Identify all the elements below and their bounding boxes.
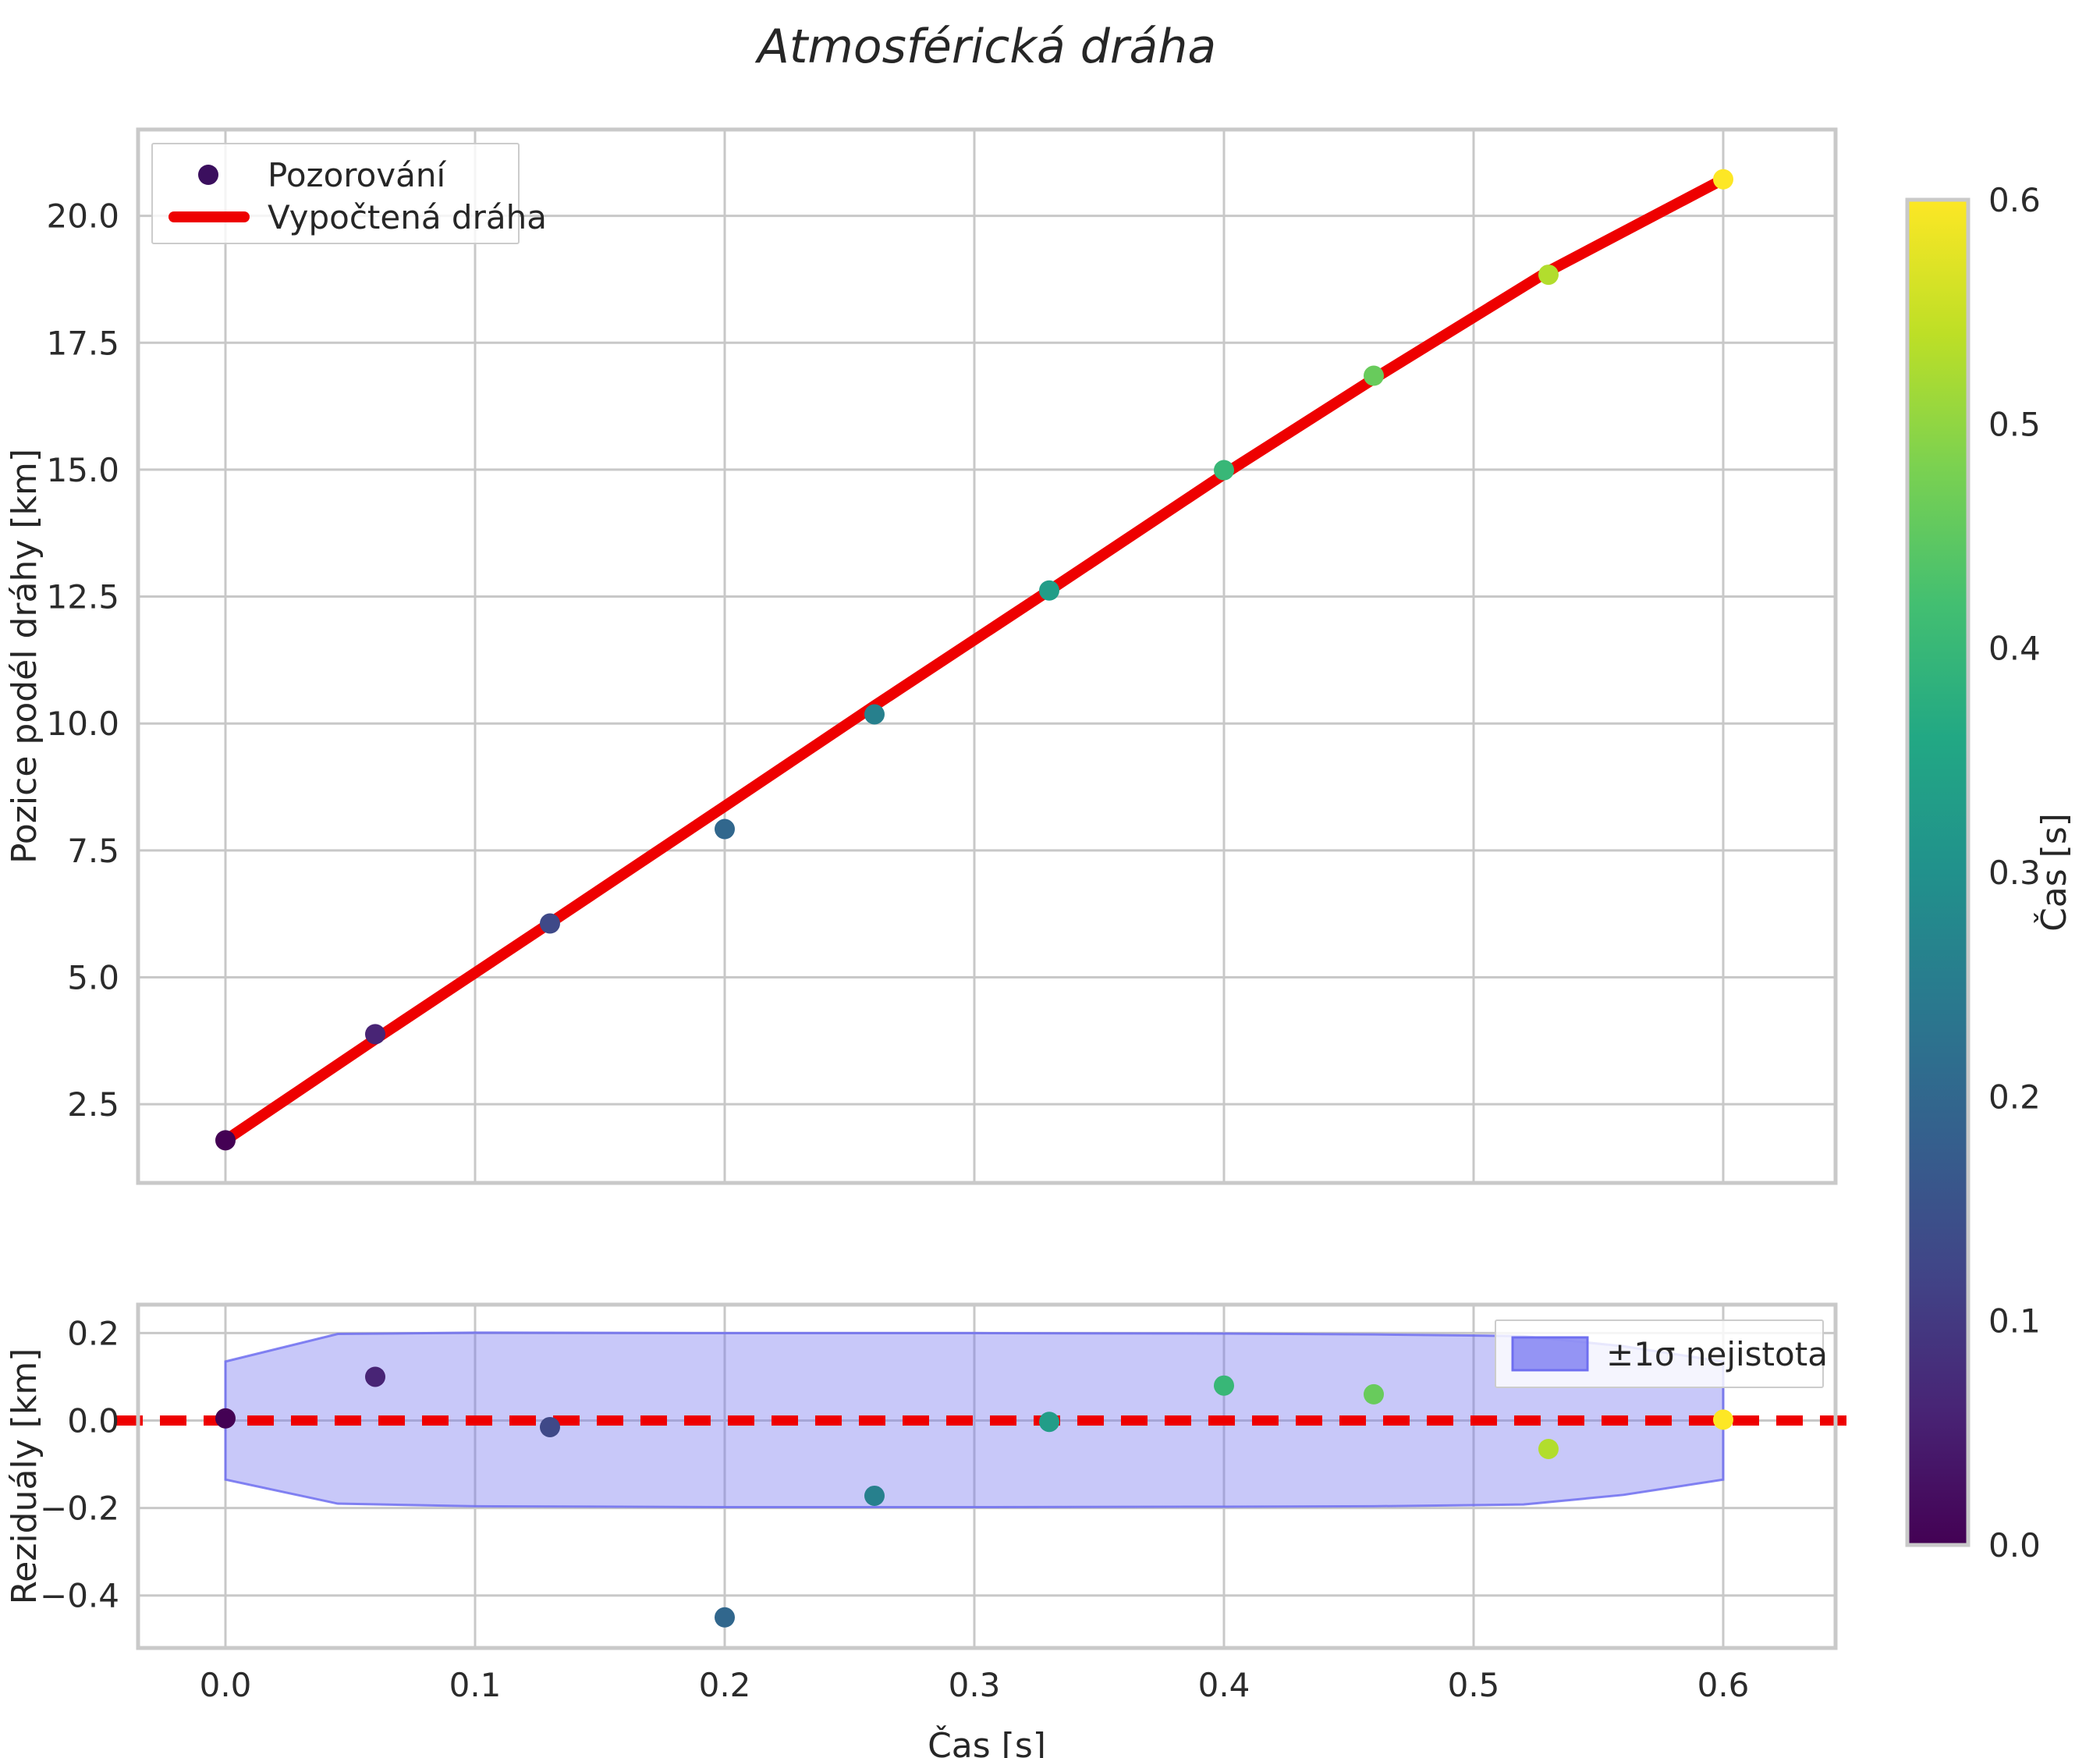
legend-entry-label: Vypočtená dráha (268, 198, 547, 236)
y-tick-label: −0.4 (40, 1577, 119, 1615)
data-point (365, 1024, 385, 1045)
legend-entry-label: ±1σ nejistota (1606, 1335, 1828, 1373)
y-tick-label: 7.5 (67, 832, 119, 870)
colorbar-tick-label: 0.5 (1988, 405, 2041, 443)
colorbar-tick-label: 0.1 (1988, 1302, 2041, 1341)
y-tick-label: −0.2 (40, 1490, 119, 1528)
colorbar-tick-label: 0.4 (1988, 630, 2041, 668)
legend-marker-patch (1511, 1336, 1589, 1372)
residuals-x-axis-label: Čas [s] (928, 1724, 1046, 1758)
y-tick-label: 20.0 (46, 197, 119, 236)
trajectory-data-points (215, 169, 1733, 1151)
y-tick-label: 15.0 (46, 451, 119, 489)
trajectory-y-axis-label: Pozice podél dráhy [km] (5, 449, 44, 864)
colorbar-tick-label: 0.0 (1988, 1526, 2041, 1564)
data-point (540, 1416, 560, 1437)
legend-entry-label: Pozorování (268, 156, 447, 194)
data-point (1364, 365, 1384, 386)
x-tick-label: 0.1 (449, 1666, 502, 1704)
x-tick-label: 0.3 (949, 1666, 1001, 1704)
data-point (1364, 1383, 1384, 1405)
data-point (1538, 265, 1559, 286)
colorbar-tick-label: 0.2 (1988, 1078, 2041, 1116)
data-point (365, 1366, 385, 1387)
x-tick-label: 0.2 (699, 1666, 751, 1704)
data-point (1538, 1438, 1559, 1459)
trajectory-y-tick-labels: 2.5 5.0 7.5 10.0 12.5 15.0 17.5 20.0 (46, 197, 119, 1124)
legend-marker-dot (198, 165, 218, 185)
y-tick-label: 17.5 (46, 324, 119, 362)
data-point (1214, 1375, 1234, 1396)
residuals-y-tick-labels: −0.4 −0.2 0.0 0.2 (40, 1314, 119, 1614)
colorbar-tick-label: 0.6 (1988, 181, 2041, 219)
data-point (864, 704, 885, 725)
residuals-y-axis-label: Reziduály [km] (5, 1348, 44, 1605)
trajectory-axes-frame (136, 127, 1838, 1185)
data-point (1713, 1409, 1733, 1430)
data-point (1713, 169, 1733, 190)
trajectory-panel: 2.5 5.0 7.5 10.0 12.5 15.0 17.5 20.0 Pozice pod… (5, 127, 1838, 1185)
data-point (540, 913, 560, 934)
data-point (1039, 580, 1059, 601)
residuals-panel: −0.4 −0.2 0.0 0.2 0.0 0.1 0.2 0.3 0.4 0.5 0.6 Rez… (5, 1302, 1857, 1758)
y-tick-label: 0.0 (67, 1402, 119, 1440)
residuals-data-points (215, 1366, 1733, 1628)
colorbar-label: Čas [s] (2033, 813, 2074, 932)
uncertainty-band (224, 1331, 1725, 1509)
data-point (1214, 460, 1234, 481)
trajectory-legend[interactable]: Pozorování Vypočtená dráha (151, 143, 547, 244)
data-point (1039, 1412, 1059, 1433)
y-tick-label: 2.5 (67, 1085, 119, 1124)
page-title: Atmosférická dráha (754, 20, 1216, 74)
colorbar-tick-label: 0.3 (1988, 854, 2041, 892)
y-tick-label: 5.0 (67, 959, 119, 997)
x-tick-label: 0.0 (200, 1666, 252, 1704)
data-point (215, 1408, 236, 1429)
x-tick-label: 0.6 (1697, 1666, 1750, 1704)
data-point (715, 1607, 735, 1628)
trajectory-fit-line (220, 173, 1729, 1146)
y-tick-label: 12.5 (46, 578, 119, 616)
uncertainty-band-shape (224, 1331, 1725, 1509)
residuals-x-tick-labels: 0.0 0.1 0.2 0.3 0.4 0.5 0.6 (200, 1666, 1750, 1704)
data-point (715, 819, 735, 840)
y-tick-label: 10.0 (46, 705, 119, 743)
x-tick-label: 0.5 (1448, 1666, 1500, 1704)
x-tick-label: 0.4 (1198, 1666, 1250, 1704)
colorbar[interactable]: 0.0 0.1 0.2 0.3 0.4 0.5 0.6 Čas [s] (1905, 181, 2074, 1564)
data-point (864, 1485, 885, 1506)
colorbar-gradient (1905, 197, 1971, 1547)
data-point (215, 1130, 236, 1151)
fit-line-path (220, 173, 1729, 1146)
colorbar-tick-labels: 0.0 0.1 0.2 0.3 0.4 0.5 0.6 (1988, 181, 2041, 1564)
residuals-axes-frame (136, 1302, 1838, 1650)
y-tick-label: 0.2 (67, 1314, 119, 1352)
residuals-legend[interactable]: ±1σ nejistota (1495, 1319, 1828, 1388)
